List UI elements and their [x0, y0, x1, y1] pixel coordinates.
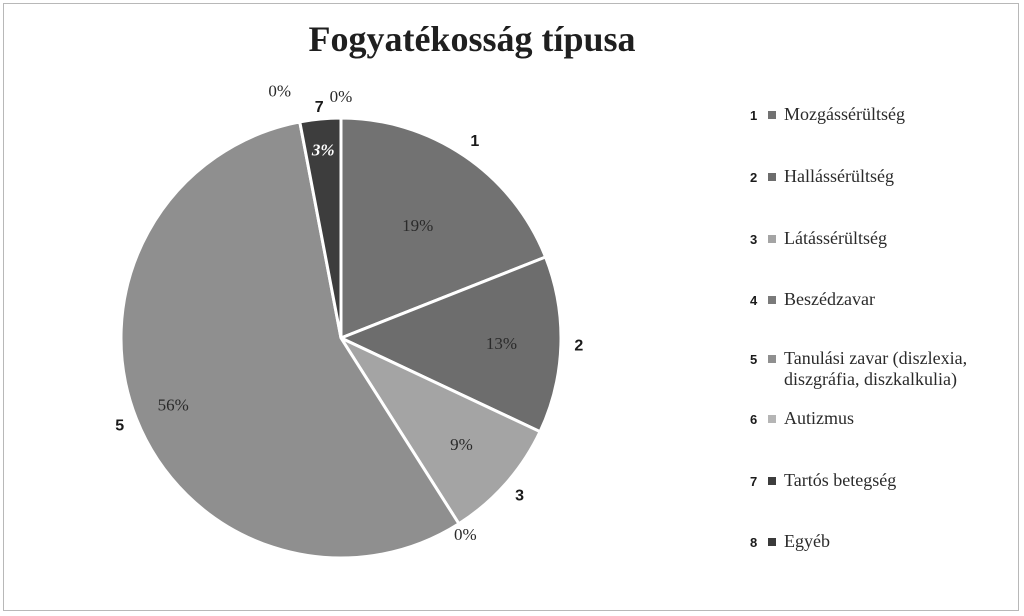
legend-number: 8: [750, 535, 758, 550]
legend-label: Hallássérültség: [784, 166, 894, 186]
pie-category-label-5: 5: [115, 418, 124, 435]
pie-category-label-1: 1: [470, 133, 479, 150]
legend-swatch: [768, 477, 776, 485]
legend-number: 2: [750, 170, 758, 185]
legend-number: 1: [750, 108, 758, 123]
legend-label: Tartós betegség: [784, 470, 897, 490]
pie-category-label-7: 7: [315, 99, 324, 116]
legend-label: Egyéb: [784, 531, 830, 551]
pie-percent-label-2: 13%: [486, 334, 517, 353]
legend-item-7: 7 Tartós betegség: [750, 470, 896, 492]
legend-label: Tanulási zavar (diszlexia, diszgráfia, d…: [784, 348, 968, 389]
pie-percent-label-4: 0%: [454, 525, 477, 544]
legend-item-3: 3 Látássérültség: [750, 228, 887, 250]
legend-item-6: 6 Autizmus: [750, 408, 854, 430]
pie-percent-label-1: 19%: [402, 216, 433, 235]
pie-slice-7: [298, 116, 343, 339]
legend-item-1: 1 Mozgássérültség: [750, 104, 905, 126]
pie-slice-1: [339, 116, 548, 341]
pie-category-label-2: 2: [574, 337, 583, 354]
legend-swatch: [768, 415, 776, 423]
legend-number: 3: [750, 232, 758, 247]
legend-number: 7: [750, 474, 758, 489]
legend-label: Mozgássérültség: [784, 104, 905, 124]
legend-swatch: [768, 173, 776, 181]
chart-title: Fogyatékosság típusa: [308, 19, 636, 59]
pie-slice-5: [119, 120, 461, 560]
pie-category-label-3: 3: [515, 487, 524, 504]
legend-label: Autizmus: [784, 408, 854, 428]
legend-swatch: [768, 296, 776, 304]
pie-slice-2: [337, 255, 563, 434]
legend-item-5: 5 Tanulási zavar (diszlexia, diszgráfia, …: [750, 348, 967, 390]
legend-item-8: 8 Egyéb: [750, 531, 830, 553]
legend-number: 6: [750, 412, 758, 427]
legend-item-4: 4 Beszédzavar: [750, 289, 875, 311]
legend-number: 5: [750, 352, 758, 367]
legend-swatch: [768, 111, 776, 119]
pie-percent-label-3: 9%: [450, 435, 473, 454]
legend-swatch: [768, 355, 776, 363]
pie-slice-3: [336, 334, 543, 526]
pie-percent-label-8: 0%: [330, 87, 353, 106]
pie-percent-label-7: 3%: [311, 141, 335, 160]
legend-label: Beszédzavar: [784, 289, 875, 309]
legend-item-2: 2 Hallássérültség: [750, 166, 894, 188]
legend-swatch: [768, 538, 776, 546]
pie-percent-label-6: 0%: [268, 81, 291, 100]
pie-percent-label-5: 56%: [158, 395, 189, 414]
legend-number: 4: [750, 293, 758, 308]
legend-swatch: [768, 235, 776, 243]
legend-label: Látássérültség: [784, 228, 887, 248]
